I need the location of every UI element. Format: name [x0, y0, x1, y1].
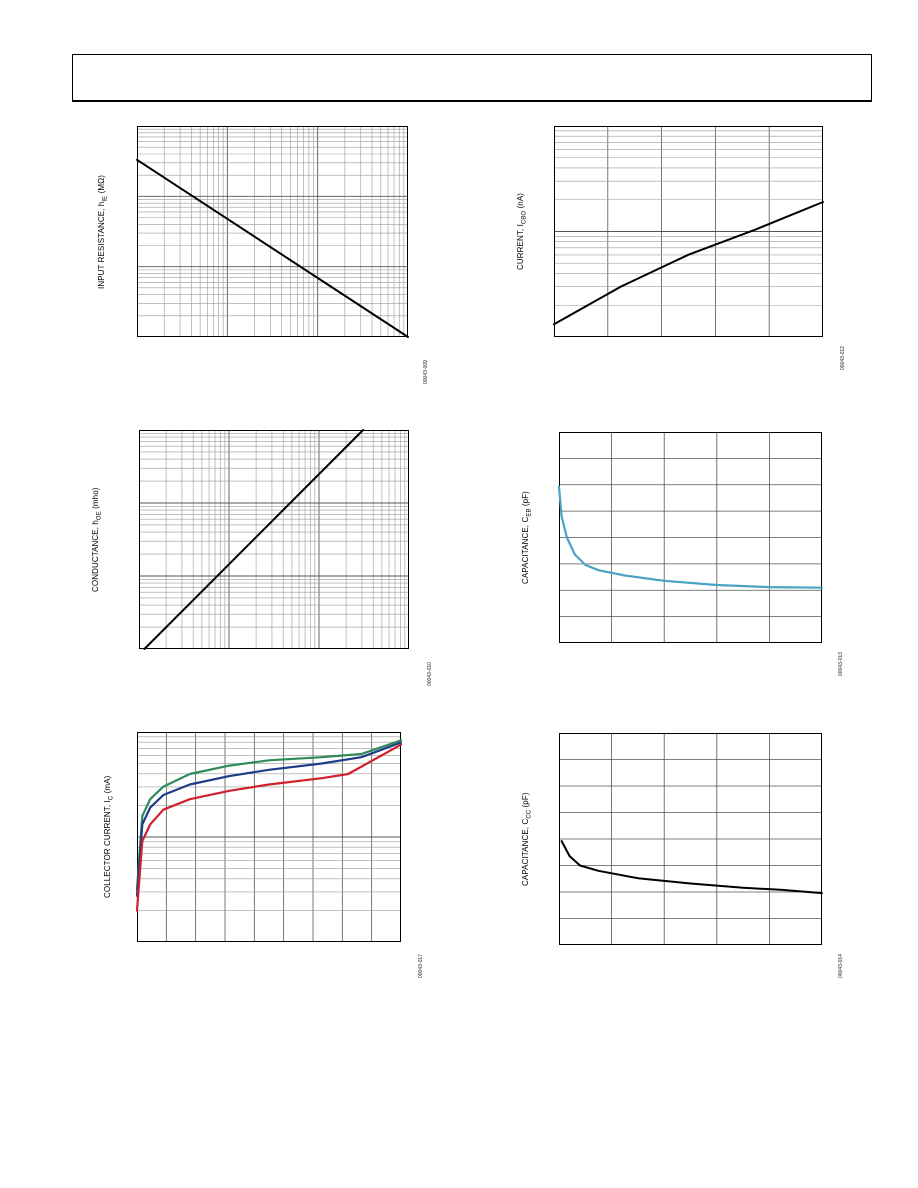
plot-area-current-icbo [553, 126, 824, 337]
figure-id: 00043-012 [840, 346, 846, 370]
y-axis-label-main: CURRENT, I [516, 224, 525, 270]
figure-id: 00043-009 [423, 360, 429, 384]
y-axis-label-subscript: C [108, 795, 115, 801]
figure-id: 00043-010 [427, 662, 433, 686]
y-axis-label: INPUT RESISTANCE, hIE (MΩ) [97, 175, 109, 289]
series-line-red [135, 743, 403, 912]
figure-id: 00043-017 [418, 954, 424, 978]
y-axis-label-main: INPUT RESISTANCE, h [97, 201, 106, 289]
y-axis-label-subscript: EB [526, 508, 533, 517]
y-axis-label: COLLECTOR CURRENT, IC (mA) [103, 776, 115, 898]
series-line-green [135, 739, 403, 891]
y-axis-label-unit: (pF) [521, 491, 530, 509]
series-line-teal [557, 485, 824, 589]
plot-frame [554, 126, 823, 337]
chart-panel-capacitance-ceb [557, 432, 824, 643]
plot-area-input-resistance [136, 126, 409, 338]
y-axis-label: CAPACITANCE, CCC (pF) [521, 792, 533, 886]
y-axis-label-subscript: OE [96, 511, 103, 521]
series-line-navy [135, 741, 403, 897]
plot-area-conductance [139, 429, 409, 650]
series-line-black [553, 201, 824, 326]
y-axis-label-subscript: CC [526, 809, 533, 819]
y-axis-label-unit: (pF) [521, 792, 530, 810]
y-axis-label-subscript: IE [102, 195, 109, 202]
plot-area-capacitance-ccc [559, 733, 823, 945]
y-axis-label-main: CAPACITANCE, C [521, 516, 530, 584]
plot-area-capacitance-ceb [557, 432, 824, 643]
y-axis-label: CURRENT, ICBO (nA) [516, 193, 528, 270]
plot-area-collector-current [135, 732, 403, 942]
y-axis-label-unit: (mho) [91, 487, 100, 512]
chart-panel-current-icbo [553, 126, 824, 337]
figure-id: 00043-014 [838, 954, 844, 978]
series-line-black [136, 158, 409, 338]
plot-frame [139, 430, 409, 649]
grid-lines [139, 430, 409, 649]
grid-lines [137, 732, 401, 942]
y-axis-label: CAPACITANCE, CEB (pF) [521, 491, 533, 584]
series-line-black [560, 840, 823, 895]
figure-id: 00043-013 [838, 652, 844, 676]
page-header-box [72, 54, 872, 102]
y-axis-label-main: CONDUCTANCE, h [91, 520, 100, 592]
plot-frame [559, 432, 822, 643]
grid-lines [137, 126, 408, 337]
plot-frame [559, 733, 822, 945]
y-axis-label-main: CAPACITANCE, C [521, 818, 530, 886]
y-axis-label-main: COLLECTOR CURRENT, I [103, 800, 112, 898]
grid-lines [559, 733, 822, 945]
chart-panel-capacitance-ccc [559, 733, 823, 945]
chart-panel-conductance [139, 429, 409, 650]
y-axis-label-unit: (nA) [516, 192, 525, 211]
chart-panel-collector-current [135, 732, 403, 942]
chart-panel-input-resistance [136, 126, 409, 338]
y-axis-label-unit: (mA) [103, 775, 112, 796]
y-axis-label-subscript: CBO [521, 210, 528, 225]
grid-lines [559, 432, 822, 643]
grid-lines [554, 126, 823, 337]
y-axis-label: CONDUCTANCE, hOE (mho) [91, 487, 103, 592]
y-axis-label-unit: (MΩ) [97, 174, 106, 196]
series-line-black [143, 429, 365, 650]
plot-frame [137, 126, 408, 337]
plot-frame [137, 732, 401, 942]
